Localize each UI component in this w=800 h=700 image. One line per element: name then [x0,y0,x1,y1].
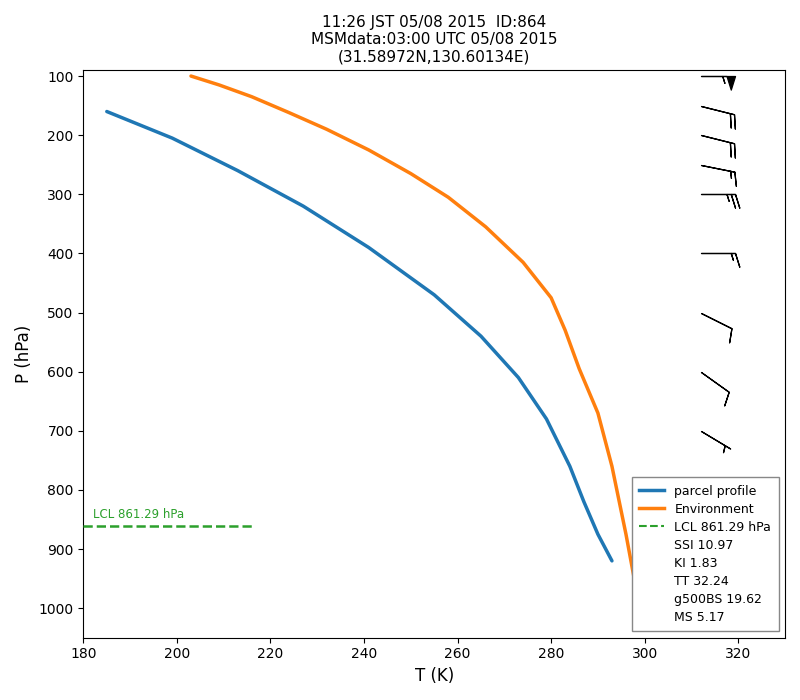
X-axis label: T (K): T (K) [414,667,454,685]
Title: 11:26 JST 05/08 2015  ID:864
MSMdata:03:00 UTC 05/08 2015
(31.58972N,130.60134E): 11:26 JST 05/08 2015 ID:864 MSMdata:03:0… [311,15,558,65]
Legend: parcel profile, Environment, LCL 861.29 hPa, SSI 10.97, KI 1.83, TT 32.24, g500B: parcel profile, Environment, LCL 861.29 … [632,477,778,631]
Y-axis label: P (hPa): P (hPa) [15,325,33,383]
Text: LCL 861.29 hPa: LCL 861.29 hPa [93,508,184,522]
